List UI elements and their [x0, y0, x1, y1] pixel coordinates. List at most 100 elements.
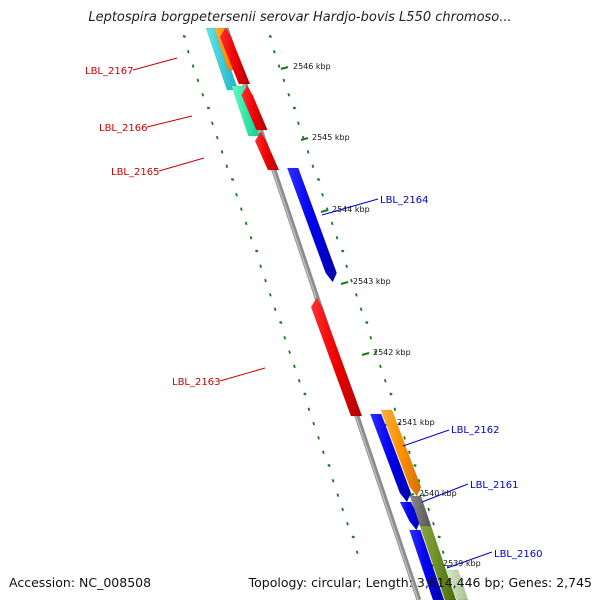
tick-label-2546: 2546 kbp	[293, 62, 331, 71]
ruler-major-tick	[320, 208, 329, 214]
ruler-tick	[282, 78, 286, 83]
gene-feature-sage[interactable]	[446, 569, 469, 600]
tick-label-2540: 2540 kbp	[419, 489, 457, 498]
ruler-major-tick	[300, 136, 309, 142]
ruler-tick	[398, 421, 402, 426]
ruler-tick	[240, 207, 243, 211]
ruler-tick	[287, 92, 291, 97]
ruler-tick	[351, 535, 355, 539]
ruler-tick	[249, 235, 253, 240]
leader-lbl-2162	[402, 429, 450, 447]
ruler-tick	[215, 135, 219, 140]
gene-feature-lbl-2166-red[interactable]	[241, 85, 268, 131]
ruler-tick	[336, 493, 340, 497]
gene-feature-lbl-2163[interactable]	[310, 297, 363, 417]
gene-label-lbl-2165[interactable]: LBL_2165	[111, 167, 159, 178]
gene-feature-lbl-2164[interactable]	[286, 167, 337, 283]
gene-feature-lbl-2162[interactable]	[380, 409, 422, 497]
gene-feature-lbl-2160[interactable]	[409, 529, 445, 600]
ruler-major-tick	[361, 351, 370, 357]
ruler-tick	[244, 221, 248, 226]
ruler-tick	[389, 392, 393, 396]
ruler-tick	[379, 364, 382, 369]
gene-label-lbl-2160[interactable]: LBL_2160	[494, 549, 542, 560]
ruler-tick	[230, 177, 235, 181]
ruler-tick	[331, 479, 335, 483]
accession-text: Accession: NC_008508	[9, 575, 152, 590]
ruler-tick	[297, 378, 301, 383]
ruler-tick	[273, 307, 277, 311]
gene-feature-lbl-2167[interactable]	[219, 27, 251, 85]
ruler-tick	[350, 278, 353, 283]
ruler-major-tick	[280, 65, 289, 71]
topology-text: Topology: circular; Length: 3,614,446 bp…	[248, 575, 592, 590]
ruler-tick	[220, 150, 224, 154]
tick-label-2542: 2542 kbp	[373, 348, 411, 357]
ruler-tick	[182, 34, 186, 38]
leader-lbl-2167	[132, 57, 178, 71]
ruler-tick	[417, 479, 421, 483]
ruler-tick	[225, 164, 229, 168]
ruler-tick	[432, 521, 435, 526]
ruler-tick	[408, 450, 411, 454]
gene-features	[205, 27, 469, 600]
ruler-tick	[288, 350, 291, 354]
ruler-tick	[335, 235, 339, 240]
gene-label-lbl-2163[interactable]: LBL_2163	[172, 377, 220, 388]
ruler-tick	[264, 278, 267, 283]
gene-label-leaders	[132, 57, 493, 569]
ruler-tick	[196, 78, 200, 83]
gene-feature-green[interactable]	[419, 525, 457, 600]
leader-lbl-2164	[321, 198, 379, 216]
ruler-tick	[322, 450, 325, 454]
ruler-tick	[346, 521, 349, 526]
ruler-tick	[393, 407, 397, 412]
leader-lbl-2165	[158, 157, 205, 172]
tick-label-2543: 2543 kbp	[353, 277, 391, 286]
ruler-tick	[437, 535, 441, 539]
gene-label-lbl-2162[interactable]: LBL_2162	[451, 425, 499, 436]
ruler-tick	[306, 150, 310, 154]
ruler-tick	[259, 264, 262, 269]
ruler-tick	[311, 164, 315, 168]
ruler-tick	[341, 249, 345, 253]
ruler-tick	[369, 336, 373, 340]
leader-lbl-2160	[446, 551, 493, 569]
ruler-tick	[422, 493, 426, 497]
tick-label-2539: 2539 kbp	[443, 559, 481, 568]
ruler-tick	[201, 92, 205, 97]
tick-label-2544: 2544 kbp	[332, 205, 370, 214]
leader-lbl-2163	[219, 367, 266, 382]
gene-labels: LBL_2167 LBL_2166 LBL_2165 LBL_2164 LBL_…	[85, 66, 542, 560]
ruler-tick	[293, 364, 296, 369]
ruler-tick	[191, 64, 195, 68]
ruler-tick	[345, 264, 348, 269]
gene-label-lbl-2166[interactable]: LBL_2166	[99, 123, 147, 134]
gene-feature-lbl-2161[interactable]	[399, 501, 421, 531]
ruler-tick	[321, 193, 324, 197]
ruler-tick	[383, 378, 387, 383]
ruler-tick	[272, 50, 276, 54]
ruler-tick-labels: 2546 kbp 2545 kbp 2544 kbp 2543 kbp 2542…	[293, 62, 481, 568]
ruler-major-tick	[340, 280, 349, 286]
ruler-tick	[235, 193, 238, 197]
gene-feature-blue-1[interactable]	[369, 413, 412, 503]
ruler-tick	[283, 336, 287, 340]
guide-line-inner	[182, 34, 359, 555]
ruler-tick	[277, 64, 281, 68]
ruler-tick	[312, 421, 316, 426]
gene-label-lbl-2161[interactable]: LBL_2161	[470, 480, 518, 491]
ruler-tick	[441, 550, 445, 555]
gene-feature-lbl-2165[interactable]	[254, 131, 280, 171]
ruler-tick	[427, 507, 430, 512]
ruler-tick	[317, 436, 320, 440]
ruler-tick	[355, 550, 359, 555]
ruler-tick	[327, 463, 331, 467]
tick-label-2545: 2545 kbp	[312, 133, 350, 142]
ruler-tick	[303, 392, 307, 396]
gene-label-lbl-2164[interactable]: LBL_2164	[380, 195, 428, 206]
ruler-tick	[292, 106, 297, 110]
ruler-tick	[297, 121, 300, 126]
gene-label-lbl-2167[interactable]: LBL_2167	[85, 66, 133, 77]
